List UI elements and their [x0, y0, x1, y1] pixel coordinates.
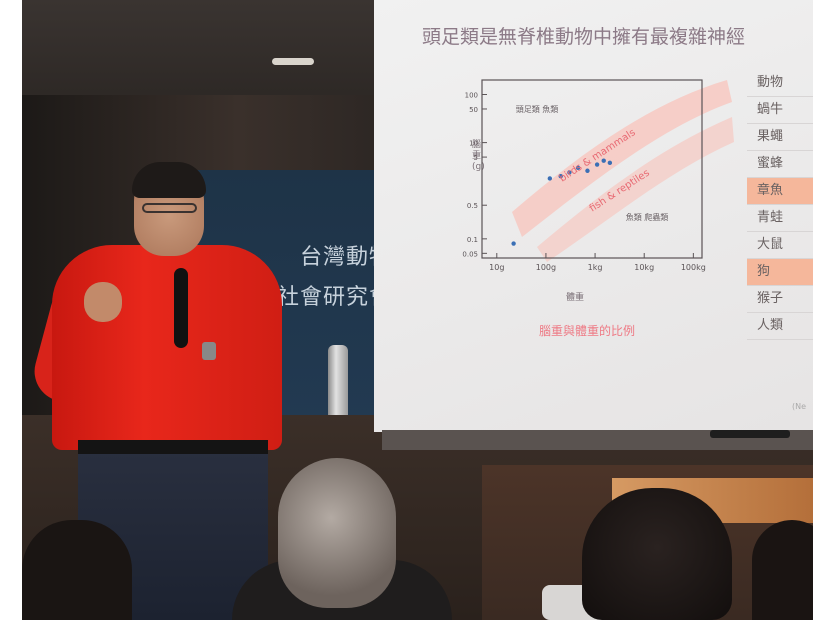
speaker-hair [132, 162, 206, 198]
region-label-cephalopods: 頭足類 魚類 [516, 104, 559, 114]
table-row: 青蛙 [747, 205, 813, 232]
band-fish-reptiles [537, 117, 734, 262]
data-point [607, 160, 613, 166]
x-tick-label: 10kg [634, 263, 654, 272]
table-row: 蜜蜂 [747, 151, 813, 178]
band-birds-mammals [512, 80, 732, 237]
table-row: 大鼠 [747, 232, 813, 259]
table-row: 章魚 [747, 178, 813, 205]
x-tick-label: 1kg [588, 263, 603, 272]
table-row: 狗 [747, 259, 813, 286]
plot-frame [481, 79, 703, 259]
y-tick-label: 10 [469, 140, 478, 148]
y-axis-label: 腦重(g) [472, 140, 485, 172]
slide-title: 頭足類是無脊椎動物中擁有最複雜神經 [422, 26, 746, 48]
audience-head-dark [582, 488, 732, 620]
table-header: 動物 [747, 70, 813, 97]
y-tick-label: 50 [469, 106, 478, 114]
data-point [547, 176, 553, 181]
banner-line-2: 社會研究會 [276, 285, 392, 310]
data-point [585, 168, 590, 173]
audience-head-right [752, 520, 813, 620]
speaker-shirt [52, 245, 282, 450]
table-row: 人類 [747, 313, 813, 340]
table-row: 蝸牛 [747, 97, 813, 124]
audience-head-left [22, 520, 132, 620]
data-point [558, 174, 563, 179]
data-point [601, 158, 606, 163]
x-tick-label: 100g [536, 263, 556, 272]
data-point [511, 241, 516, 246]
data-point [567, 170, 572, 175]
x-tick-label: 10g [489, 263, 504, 272]
marker-pen [710, 430, 790, 438]
data-point [594, 162, 600, 167]
ceiling [22, 0, 382, 110]
y-tick-label: 5 [474, 154, 478, 162]
photo: 台灣動物 社會研究會 頭足類是無脊椎動物中擁有最複雜神經 10g 100g 1kg 1… [22, 0, 813, 620]
belt [78, 440, 268, 454]
table-row: 猴子 [747, 286, 813, 313]
wristwatch [202, 342, 216, 360]
x-axis-label: 體重 [565, 293, 584, 303]
slide-footer: (Ne [792, 402, 807, 411]
y-tick-label: 0.05 [462, 250, 478, 258]
banner-line-1: 台灣動物 [299, 245, 392, 270]
glasses [142, 203, 197, 213]
x-tick-label: 100kg [681, 263, 706, 272]
screen-frame [382, 430, 813, 450]
data-point [575, 165, 581, 170]
animal-table: 動物 蝸牛 果蠅 蜜蜂 章魚 青蛙 大鼠狗猴子 人類 [747, 70, 813, 340]
water-bottle [328, 345, 348, 420]
region-label-fish: 魚類 爬蟲類 [626, 212, 669, 222]
chart-caption: 腦重與體重的比例 [538, 324, 635, 338]
microphone [174, 268, 188, 348]
audience-head-gray [278, 458, 396, 608]
speaker-hand [84, 282, 122, 322]
y-tick-label: 0.5 [467, 202, 478, 210]
y-tick-label: 0.1 [467, 236, 478, 244]
table-row: 果蠅 [747, 124, 813, 151]
ceiling-light [272, 58, 314, 65]
y-tick-label: 100 [465, 91, 478, 99]
